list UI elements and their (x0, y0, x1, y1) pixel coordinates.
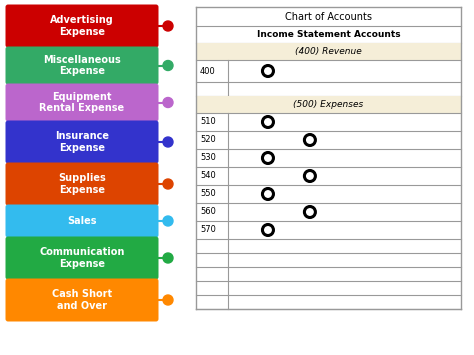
Circle shape (263, 189, 273, 200)
Circle shape (163, 98, 173, 108)
FancyBboxPatch shape (6, 236, 158, 279)
FancyBboxPatch shape (6, 83, 158, 121)
Text: Advertising
Expense: Advertising Expense (50, 15, 114, 37)
Bar (196, 43, 461, 60)
Text: Equipment
Rental Expense: Equipment Rental Expense (39, 92, 125, 113)
FancyBboxPatch shape (6, 5, 158, 48)
Circle shape (304, 207, 315, 218)
Text: Chart of Accounts: Chart of Accounts (285, 11, 372, 22)
Text: 520: 520 (200, 136, 216, 144)
Text: 540: 540 (200, 171, 216, 180)
Text: Income Statement Accounts: Income Statement Accounts (257, 30, 401, 39)
Circle shape (163, 216, 173, 226)
Circle shape (163, 253, 173, 263)
Text: (500) Expenses: (500) Expenses (293, 100, 364, 109)
FancyBboxPatch shape (6, 204, 158, 237)
FancyBboxPatch shape (6, 279, 158, 322)
Text: Miscellaneous
Expense: Miscellaneous Expense (43, 55, 121, 76)
Bar (196, 7, 461, 309)
Circle shape (263, 153, 273, 164)
Circle shape (163, 60, 173, 71)
Circle shape (263, 66, 273, 76)
Circle shape (163, 137, 173, 147)
Text: 530: 530 (200, 153, 216, 163)
Circle shape (263, 224, 273, 235)
Bar (196, 96, 461, 113)
Text: Cash Short
and Over: Cash Short and Over (52, 289, 112, 311)
Text: 550: 550 (200, 190, 216, 198)
FancyBboxPatch shape (6, 163, 158, 206)
Text: 570: 570 (200, 225, 216, 235)
Circle shape (163, 295, 173, 305)
Text: 400: 400 (200, 66, 216, 76)
Circle shape (163, 179, 173, 189)
Circle shape (263, 116, 273, 127)
FancyBboxPatch shape (6, 47, 158, 84)
Circle shape (304, 135, 315, 146)
FancyBboxPatch shape (6, 120, 158, 164)
Text: Supplies
Expense: Supplies Expense (58, 173, 106, 195)
Circle shape (163, 21, 173, 31)
Text: (400) Revenue: (400) Revenue (295, 47, 362, 56)
Circle shape (304, 170, 315, 181)
Text: Insurance
Expense: Insurance Expense (55, 131, 109, 153)
Text: Sales: Sales (67, 216, 97, 226)
Text: Communication
Expense: Communication Expense (39, 247, 125, 269)
Text: 560: 560 (200, 208, 216, 217)
Text: 510: 510 (200, 118, 216, 126)
